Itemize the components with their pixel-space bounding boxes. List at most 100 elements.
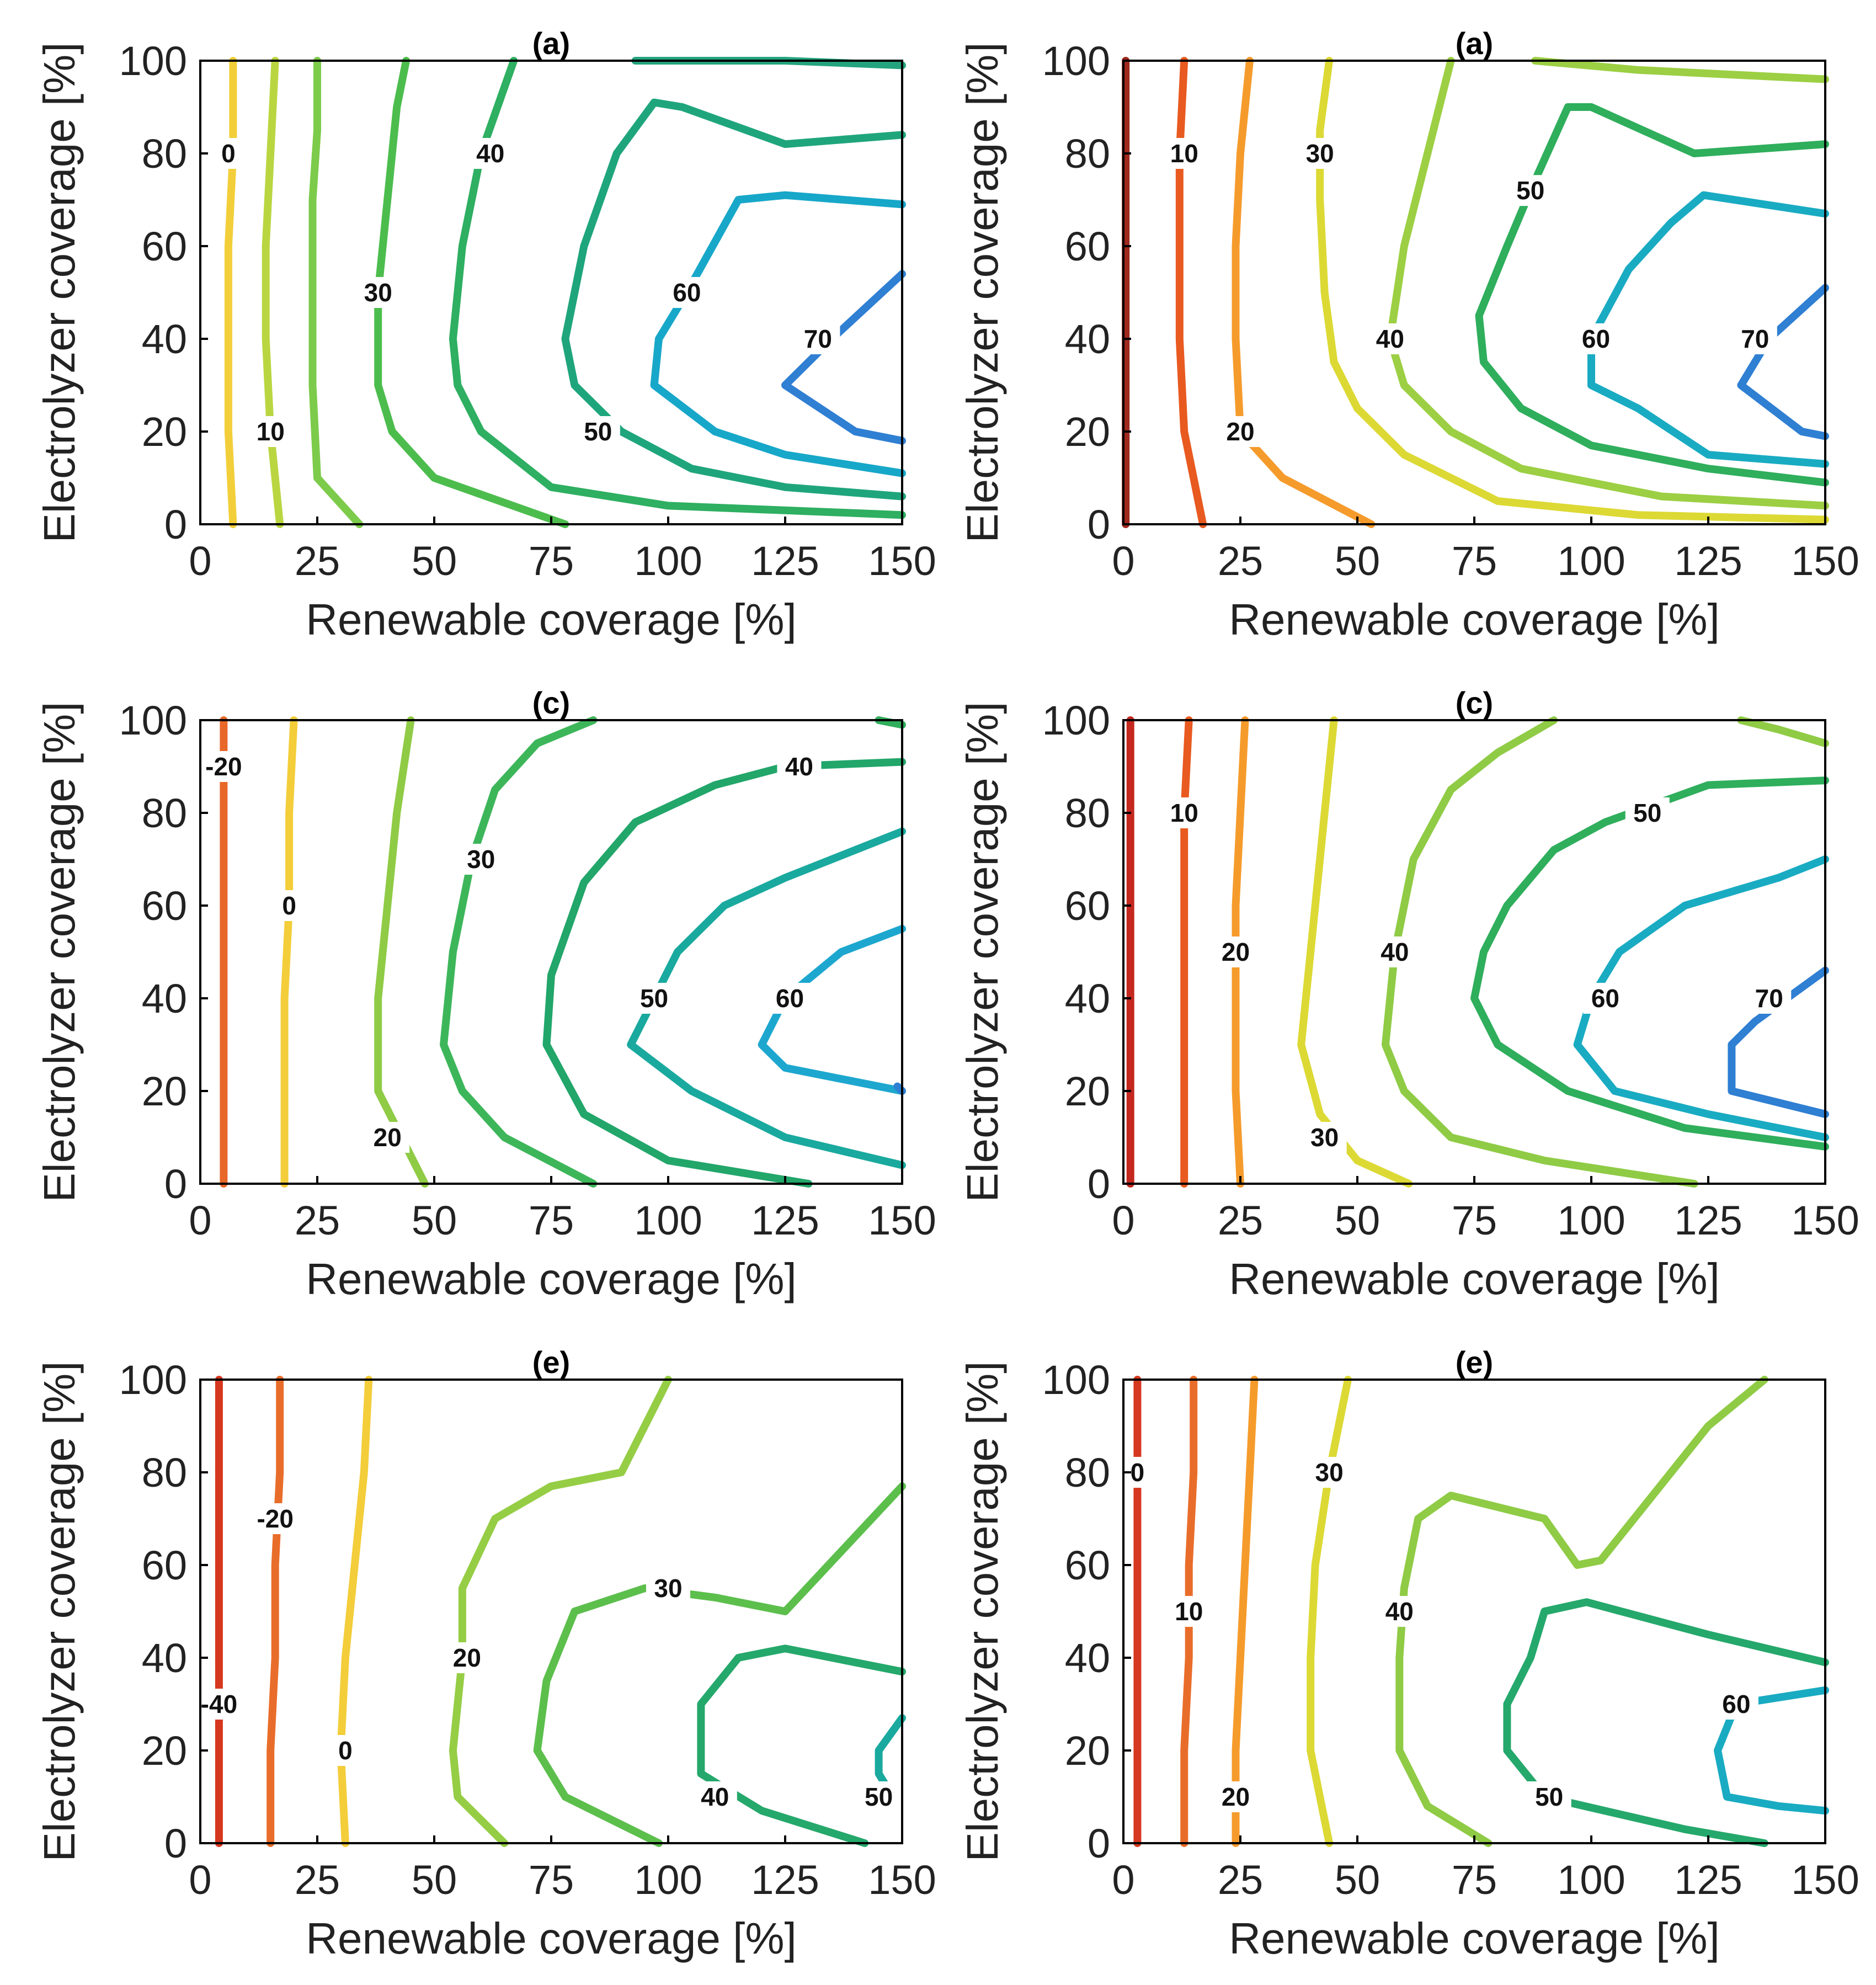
y-axis-label: Electrolyzer coverage [%] — [958, 42, 1007, 542]
contour-label: 60 — [1722, 1690, 1750, 1718]
y-tick-label: 40 — [1065, 976, 1110, 1021]
contour-label-bg — [1368, 323, 1413, 354]
contour-label: 60 — [673, 278, 701, 307]
y-tick-label: 60 — [1065, 223, 1110, 269]
contour-label: 40 — [701, 1782, 729, 1811]
contour-line — [1737, 284, 1829, 440]
x-tick-label: 25 — [295, 1857, 340, 1903]
contour-label-bg — [1298, 138, 1342, 169]
contour-label: 10 — [1170, 139, 1198, 168]
contour-label-bg — [1162, 797, 1207, 828]
contour-label-bg — [692, 1781, 737, 1812]
x-tick-label: 150 — [1791, 1857, 1859, 1903]
contour-label-bg — [365, 1122, 410, 1153]
contour-label-bg — [646, 1573, 690, 1604]
y-tick-label: 20 — [1065, 409, 1110, 455]
chart-panel-2: 10 20 30 40 50 60 70 0 25 50 75 100 125 150 0 20 40 60 80 1… — [958, 26, 1859, 644]
contour-label: 20 — [1226, 417, 1254, 446]
contour-label: 50 — [640, 984, 668, 1013]
contour-line — [440, 716, 598, 1188]
y-tick-label: 60 — [142, 223, 187, 269]
y-tick-label: 0 — [164, 502, 187, 547]
contour-label-bg — [1307, 1457, 1352, 1488]
x-tick-label: 150 — [868, 1198, 936, 1243]
x-tick-label: 25 — [295, 538, 340, 584]
contour-label: 10 — [1170, 799, 1198, 827]
contour-label: 30 — [364, 278, 392, 307]
y-axis-label: Electrolyzer coverage [%] — [958, 1361, 1007, 1861]
x-tick-label: 50 — [1335, 538, 1380, 584]
contour-line — [697, 1645, 906, 1847]
x-tick-label: 0 — [189, 1198, 211, 1243]
x-tick-label: 50 — [412, 538, 457, 584]
x-tick-label: 75 — [529, 1857, 574, 1903]
x-tick-label: 25 — [295, 1198, 340, 1243]
contour-line — [224, 57, 237, 528]
contour-label-bg — [445, 1642, 489, 1673]
contour-line — [1737, 716, 1829, 747]
y-tick-label: 100 — [1042, 1357, 1110, 1403]
contour-label-bg — [248, 416, 293, 447]
y-tick-label: 20 — [1065, 1068, 1110, 1114]
contour-line — [262, 57, 284, 528]
chart-panel-5: -40 -20 0 20 30 40 50 0 25 50 75 100 125 150 0 20 40 60 80… — [35, 1345, 936, 1963]
contour-line — [1503, 1598, 1829, 1847]
contour-label-bg — [1218, 416, 1262, 447]
contour-label-bg — [459, 844, 503, 875]
x-tick-label: 125 — [751, 1198, 819, 1243]
plot-frame — [199, 719, 903, 1185]
y-tick-label: 0 — [1088, 502, 1110, 547]
contour-label-bg — [856, 1781, 901, 1812]
x-axis-label: Renewable coverage [%] — [1229, 595, 1719, 644]
contour-line — [1386, 57, 1829, 510]
y-tick-label: 60 — [142, 1542, 187, 1588]
y-tick-label: 80 — [142, 131, 187, 177]
contour-line — [280, 716, 298, 1188]
contour-label: 50 — [1516, 176, 1544, 205]
x-tick-label: 100 — [634, 538, 702, 584]
contour-label-bg — [275, 890, 304, 921]
contour-label: 70 — [1741, 324, 1769, 353]
contour-line — [374, 57, 569, 528]
contour-line — [1381, 716, 1698, 1188]
contour-label-bg — [1574, 323, 1618, 354]
contour-line — [1232, 1376, 1259, 1847]
contour-label-bg — [1213, 936, 1258, 967]
x-tick-label: 100 — [1557, 1198, 1625, 1243]
x-tick-label: 75 — [529, 1198, 574, 1243]
x-tick-label: 50 — [1335, 1857, 1380, 1903]
contour-label-bg — [1377, 1596, 1422, 1627]
contour-label: 50 — [584, 417, 612, 446]
contour-label-bg — [194, 751, 254, 782]
panel-title: (e) — [1456, 1345, 1493, 1380]
contour-label-bg — [777, 751, 822, 782]
y-tick-label: 20 — [142, 1728, 187, 1774]
x-tick-label: 75 — [529, 538, 574, 584]
y-tick-label: 0 — [1088, 1161, 1110, 1207]
y-tick-label: 40 — [142, 316, 187, 362]
y-tick-label: 20 — [142, 1068, 187, 1114]
x-tick-label: 50 — [412, 1198, 457, 1243]
contour-line — [308, 57, 364, 528]
panel-title: (c) — [1456, 685, 1493, 720]
contour-line — [1475, 103, 1829, 487]
panel-title: (a) — [1456, 26, 1493, 61]
contour-label: 30 — [1306, 139, 1334, 168]
y-tick-label: 80 — [1065, 1450, 1110, 1496]
contour-label: 50 — [1535, 1782, 1563, 1811]
contour-label: 30 — [1310, 1123, 1339, 1152]
contour-label: 50 — [1633, 799, 1661, 827]
contour-label: 60 — [1591, 984, 1619, 1013]
y-tick-label: 100 — [1042, 38, 1110, 84]
contour-label-bg — [1527, 1781, 1571, 1812]
x-axis-label: Renewable coverage [%] — [306, 595, 796, 644]
contour-line — [542, 758, 906, 1188]
panel-title: (e) — [532, 1345, 570, 1380]
contour-line — [1232, 57, 1376, 528]
x-tick-label: 150 — [868, 538, 936, 584]
x-tick-label: 75 — [1452, 1198, 1497, 1243]
y-tick-label: 100 — [119, 38, 187, 84]
contour-label: 10 — [257, 417, 285, 446]
y-tick-label: 20 — [1065, 1728, 1110, 1774]
